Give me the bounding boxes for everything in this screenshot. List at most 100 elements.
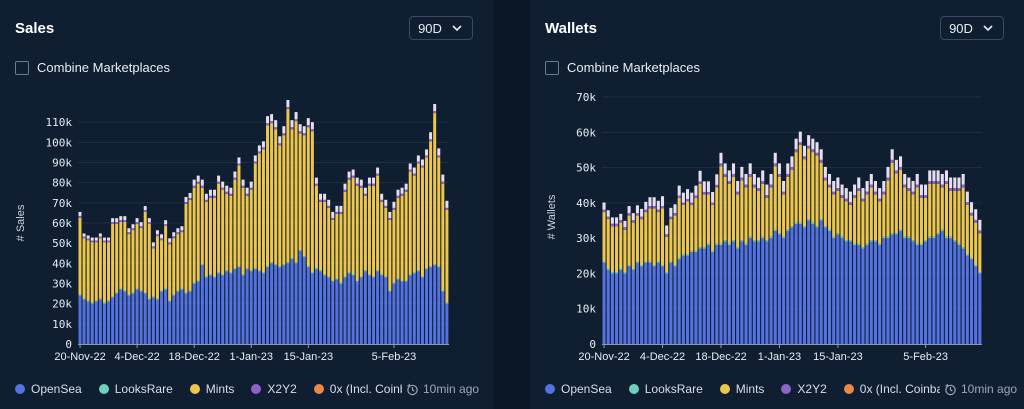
- bar-segment-opensea[interactable]: [323, 275, 327, 344]
- bar-segment-looksrare[interactable]: [777, 233, 781, 235]
- bar-segment-mints[interactable]: [894, 173, 898, 234]
- bar-segment-mints[interactable]: [823, 180, 827, 227]
- bar-segment-looksrare[interactable]: [176, 290, 180, 292]
- bar-segment-other[interactable]: [627, 206, 631, 214]
- bar-segment-mints[interactable]: [915, 187, 919, 244]
- bar-segment-x2y2[interactable]: [853, 195, 857, 198]
- bar-segment-mints[interactable]: [652, 208, 656, 265]
- bar-segment-x2y2[interactable]: [878, 198, 882, 202]
- bar-segment-other[interactable]: [690, 192, 694, 203]
- bar-segment-looksrare[interactable]: [343, 276, 347, 278]
- bar-segment-opensea[interactable]: [736, 248, 740, 344]
- bar-segment-x2y2[interactable]: [433, 111, 437, 114]
- bar-segment-x2y2[interactable]: [425, 155, 429, 158]
- bar-segment-x2y2[interactable]: [944, 181, 948, 184]
- bar-segment-mints[interactable]: [786, 176, 790, 230]
- bar-segment-looksrare[interactable]: [131, 292, 135, 294]
- bar-segment-mints[interactable]: [331, 219, 335, 281]
- bar-segment-other[interactable]: [372, 177, 376, 184]
- bar-segment-mints[interactable]: [665, 236, 669, 273]
- bar-segment-other[interactable]: [135, 218, 139, 223]
- bar-segment-mints[interactable]: [969, 215, 974, 258]
- bar-segment-looksrare[interactable]: [940, 229, 944, 232]
- bar-segment-other[interactable]: [266, 116, 270, 124]
- bar-segment-opensea[interactable]: [765, 241, 769, 344]
- bar-segment-opensea[interactable]: [898, 231, 903, 344]
- bar-segment-looksrare[interactable]: [619, 268, 623, 270]
- bar-segment-looksrare[interactable]: [903, 236, 907, 239]
- bar-segment-mints[interactable]: [115, 224, 119, 293]
- bar-segment-mints[interactable]: [840, 197, 844, 237]
- bar-segment-other[interactable]: [376, 167, 380, 174]
- bar-segment-opensea[interactable]: [719, 245, 723, 344]
- bar-segment-mints[interactable]: [168, 244, 172, 301]
- bar-segment-x2y2[interactable]: [200, 185, 204, 188]
- bar-segment-mints[interactable]: [932, 183, 936, 237]
- bar-segment-opensea[interactable]: [802, 227, 807, 344]
- bar-segment-mints[interactable]: [367, 185, 371, 275]
- bar-segment-looksrare[interactable]: [886, 236, 890, 239]
- bar-segment-x2y2[interactable]: [619, 220, 623, 223]
- bar-segment-looksrare[interactable]: [815, 226, 819, 228]
- bar-segment-looksrare[interactable]: [823, 226, 827, 228]
- bar-segment-opensea[interactable]: [119, 289, 123, 344]
- bar-segment-looksrare[interactable]: [840, 236, 844, 239]
- bar-segment-looksrare[interactable]: [752, 240, 756, 242]
- checkbox[interactable]: [545, 60, 559, 75]
- bar-segment-looksrare[interactable]: [765, 240, 769, 242]
- bar-segment-opensea[interactable]: [974, 266, 978, 344]
- bar-segment-looksrare[interactable]: [359, 276, 363, 278]
- bar-segment-opensea[interactable]: [915, 245, 919, 344]
- bar-segment-other[interactable]: [681, 192, 685, 203]
- bar-segment-x2y2[interactable]: [274, 127, 278, 130]
- bar-segment-mints[interactable]: [865, 194, 869, 244]
- bar-segment-opensea[interactable]: [610, 273, 614, 344]
- bar-segment-other[interactable]: [425, 149, 429, 156]
- bar-segment-mints[interactable]: [907, 190, 911, 237]
- bar-segment-mints[interactable]: [298, 133, 302, 251]
- bar-segment-opensea[interactable]: [669, 262, 673, 344]
- bar-segment-looksrare[interactable]: [408, 274, 412, 276]
- bar-segment-looksrare[interactable]: [164, 288, 168, 290]
- bar-segment-other[interactable]: [184, 196, 188, 203]
- bar-segment-x2y2[interactable]: [282, 133, 286, 136]
- bar-segment-looksrare[interactable]: [602, 261, 606, 263]
- bar-segment-mints[interactable]: [253, 163, 257, 269]
- bar-segment-x2y2[interactable]: [623, 227, 627, 230]
- bar-segment-other[interactable]: [416, 155, 420, 162]
- bar-segment-looksrare[interactable]: [961, 247, 965, 249]
- bar-segment-opensea[interactable]: [155, 299, 159, 344]
- bar-segment-opensea[interactable]: [811, 224, 815, 344]
- bar-segment-other[interactable]: [924, 184, 928, 196]
- bar-segment-mints[interactable]: [119, 221, 123, 289]
- bar-segment-other[interactable]: [298, 124, 302, 132]
- bar-segment-x2y2[interactable]: [160, 238, 164, 241]
- bar-segment-x2y2[interactable]: [294, 119, 298, 122]
- bar-segment-opensea[interactable]: [790, 227, 794, 344]
- bar-segment-mints[interactable]: [949, 190, 953, 237]
- bar-segment-mints[interactable]: [306, 127, 310, 267]
- bar-segment-x2y2[interactable]: [168, 242, 172, 245]
- bar-segment-other[interactable]: [815, 142, 819, 153]
- bar-segment-other[interactable]: [331, 211, 335, 218]
- bar-segment-mints[interactable]: [731, 176, 736, 241]
- bar-segment-x2y2[interactable]: [147, 222, 151, 225]
- bar-segment-x2y2[interactable]: [266, 123, 270, 126]
- bar-segment-opensea[interactable]: [961, 248, 965, 344]
- bar-segment-mints[interactable]: [656, 212, 660, 262]
- bar-segment-opensea[interactable]: [807, 220, 811, 344]
- bar-segment-other[interactable]: [192, 179, 196, 186]
- bar-segment-other[interactable]: [400, 187, 404, 194]
- bar-segment-x2y2[interactable]: [229, 193, 233, 196]
- bar-segment-opensea[interactable]: [416, 271, 420, 344]
- bar-segment-looksrare[interactable]: [635, 261, 639, 263]
- bar-segment-x2y2[interactable]: [677, 195, 681, 198]
- bar-segment-looksrare[interactable]: [928, 236, 932, 239]
- bar-segment-mints[interactable]: [924, 197, 928, 241]
- bar-segment-looksrare[interactable]: [213, 276, 217, 278]
- bar-segment-other[interactable]: [752, 173, 756, 185]
- bar-segment-x2y2[interactable]: [310, 129, 314, 132]
- bar-segment-opensea[interactable]: [143, 293, 147, 344]
- bar-segment-other[interactable]: [823, 166, 827, 178]
- bar-segment-mints[interactable]: [151, 248, 155, 297]
